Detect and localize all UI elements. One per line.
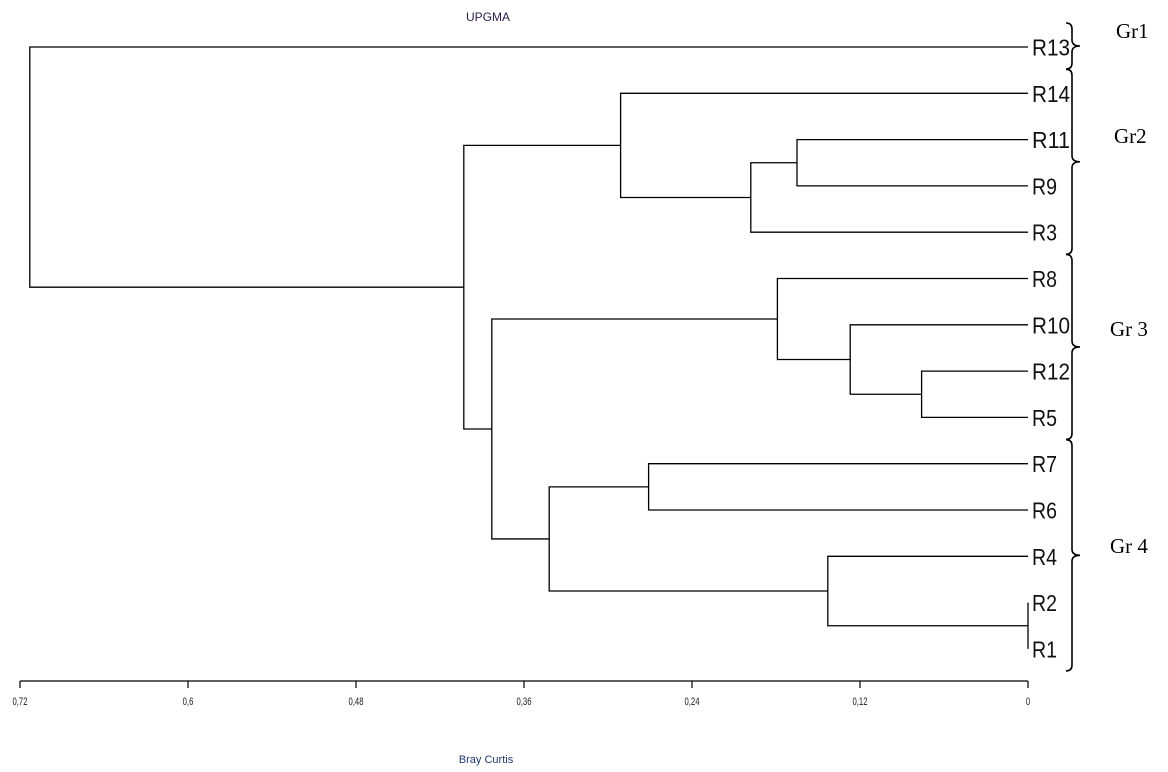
leaf-label-r11: R11 [1032,127,1070,153]
x-tick-label-3: 0,48 [349,696,364,709]
branch-link-7 [776,277,1028,361]
x-tick-label-7: 0 [1026,696,1030,709]
branch-link-12 [463,144,621,430]
branch-link-3 [796,138,1028,187]
group-bracket-4 [1065,438,1081,672]
leaf-label-r3: R3 [1032,220,1057,246]
x-tick-label-1: 0,72 [13,696,28,709]
x-tick-label-6: 0,12 [853,696,868,709]
leaf-label-r7: R7 [1032,451,1057,477]
branch-link-11 [491,318,778,540]
x-tick-label-2: 0,6 [183,696,194,709]
group-label-3: Gr 3 [1110,317,1148,341]
leaf-label-r14: R14 [1032,81,1070,107]
dendrogram-branches [29,46,1029,649]
branch-link-5 [827,555,1028,627]
branch-link-4 [849,324,1028,395]
branch-link-2 [920,370,1028,419]
group-label-1: Gr1 [1116,19,1149,43]
group-bracket-1 [1065,22,1081,70]
leaf-label-r12: R12 [1032,359,1070,385]
group-brackets: Gr1 Gr2 Gr 3 Gr 4 [1065,19,1149,672]
leaf-label-r9: R9 [1032,173,1057,199]
leaf-label-r4: R4 [1032,544,1057,570]
leaf-label-r5: R5 [1032,405,1057,431]
x-axis: 0,72 0,6 0,48 0,36 0,24 0,12 0 [13,680,1030,709]
branch-link-6 [750,162,1028,233]
x-tick-label-5: 0,24 [685,696,700,709]
chart-title: UPGMA [466,10,510,24]
x-tick-label-4: 0,36 [517,696,532,709]
leaf-label-r6: R6 [1032,498,1057,524]
leaf-label-r1: R1 [1032,636,1057,662]
group-label-2: Gr2 [1114,124,1147,148]
group-bracket-2 [1065,68,1081,255]
group-label-4: Gr 4 [1110,534,1148,558]
branch-link-10 [548,486,828,592]
leaf-label-r13: R13 [1032,35,1070,61]
branch-link-8 [647,463,1028,511]
leaf-label-r2: R2 [1032,590,1057,616]
leaf-label-r8: R8 [1032,266,1057,292]
x-axis-label: Bray Curtis [459,754,514,766]
branch-link-13 [29,46,1028,288]
leaf-labels: R13 R14 R11 R9 R3 R8 R10 R12 R5 R7 R6 R4 R2 R1 [1032,35,1070,663]
branch-link-9 [619,92,1028,199]
leaf-label-r10: R10 [1032,312,1070,338]
group-bracket-3 [1065,253,1081,441]
